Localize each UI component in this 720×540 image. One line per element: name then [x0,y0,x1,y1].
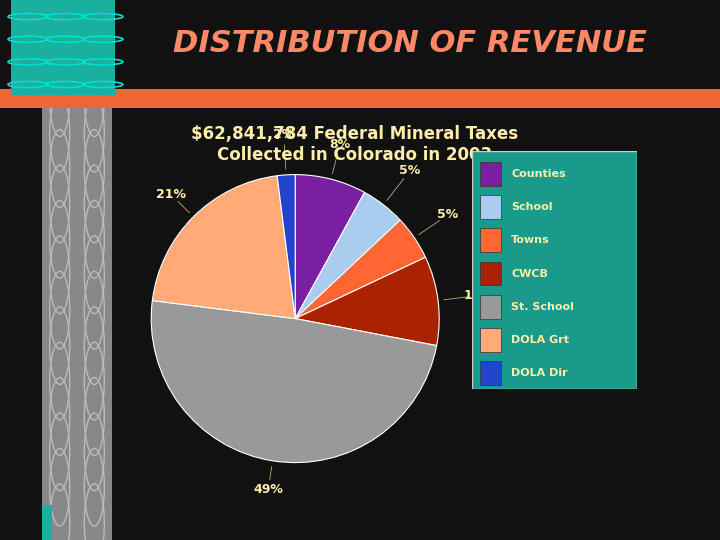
Text: 2%: 2% [273,128,294,141]
FancyBboxPatch shape [42,505,53,540]
Text: $62,841,784 Federal Mineral Taxes
Collected in Colorado in 2003: $62,841,784 Federal Mineral Taxes Collec… [192,125,518,164]
FancyBboxPatch shape [480,228,501,252]
Text: 49%: 49% [253,483,283,496]
FancyBboxPatch shape [480,262,501,286]
FancyBboxPatch shape [0,89,720,108]
Text: 5%: 5% [400,164,420,177]
FancyBboxPatch shape [480,361,501,385]
Text: DISTRIBUTION OF REVENUE: DISTRIBUTION OF REVENUE [174,29,647,58]
Text: DOLA Dir: DOLA Dir [511,368,568,379]
Text: 5%: 5% [437,208,458,221]
Wedge shape [153,176,295,319]
FancyBboxPatch shape [11,0,115,95]
Text: DOLA Grt: DOLA Grt [511,335,570,345]
FancyBboxPatch shape [480,295,501,319]
Text: 21%: 21% [156,188,186,201]
Text: CWCB: CWCB [511,268,548,279]
FancyBboxPatch shape [480,195,501,219]
Wedge shape [295,192,400,319]
Text: 8%: 8% [330,138,351,151]
FancyBboxPatch shape [480,328,501,352]
Wedge shape [295,257,439,346]
Text: St. School: St. School [511,302,575,312]
FancyBboxPatch shape [42,108,112,540]
Wedge shape [295,220,426,319]
Text: Counties: Counties [511,169,566,179]
Text: 10%: 10% [463,289,493,302]
FancyBboxPatch shape [472,151,637,389]
Text: School: School [511,202,553,212]
FancyBboxPatch shape [480,162,501,186]
Wedge shape [151,301,436,463]
Wedge shape [277,174,295,319]
Wedge shape [295,174,364,319]
Text: Towns: Towns [511,235,550,245]
